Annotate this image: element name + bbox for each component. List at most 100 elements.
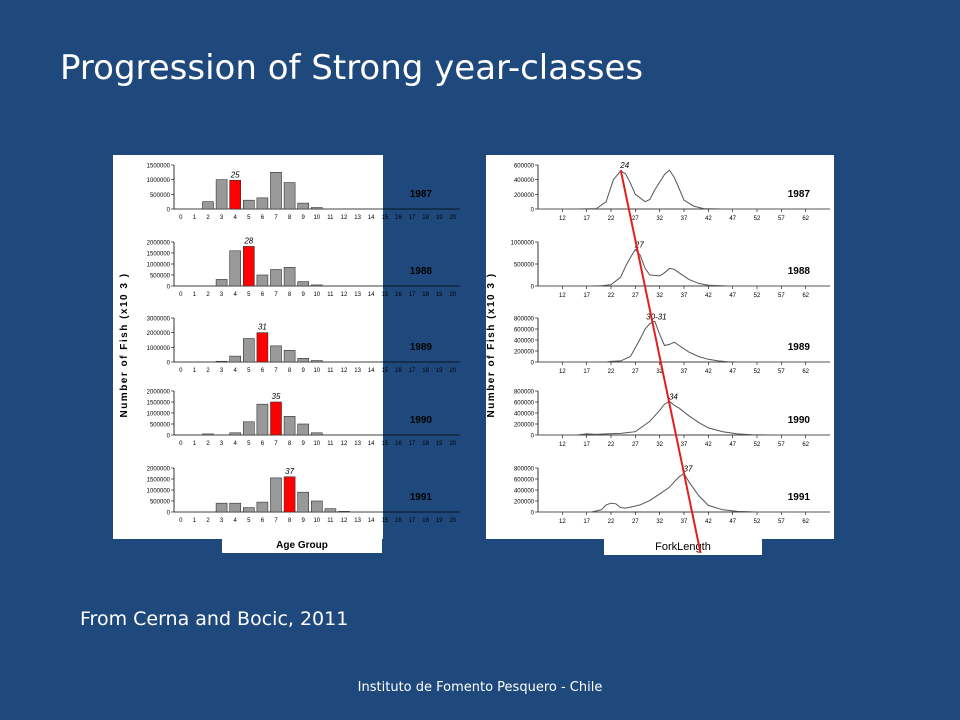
bar (311, 360, 323, 363)
x-tick-label: 32 (656, 442, 663, 448)
x-tick-label: 16 (395, 215, 402, 221)
x-tick-label: 52 (754, 519, 761, 525)
x-tick-label: 9 (302, 368, 306, 374)
x-tick-label: 2 (206, 292, 210, 298)
x-tick-label: 37 (681, 442, 688, 448)
x-tick-label: 57 (778, 216, 785, 222)
y-tick-label: 1500000 (147, 478, 171, 484)
x-tick-label: 15 (381, 368, 388, 374)
x-tick-label: 62 (802, 519, 809, 525)
bar (297, 358, 309, 363)
x-tick-label: 57 (778, 293, 785, 299)
x-tick-label: 17 (583, 369, 590, 375)
bar-highlight (256, 332, 269, 363)
x-tick-label: 8 (288, 292, 292, 298)
x-tick-label: 27 (632, 519, 639, 525)
fork-length-charts: 600000 400000 200000 0 12 17 22 27 32 37 42 47 52 57 6… (511, 161, 830, 525)
x-tick-label: 47 (729, 519, 736, 525)
x-tick-label: 2 (206, 368, 210, 374)
x-tick-label: 15 (381, 292, 388, 298)
y-tick-label: 0 (531, 511, 535, 517)
y-tick-label: 0 (167, 511, 171, 517)
x-tick-label: 20 (449, 292, 456, 298)
x-tick-label: 14 (368, 292, 375, 298)
footer: Instituto de Fomento Pesquero - Chile (357, 680, 603, 695)
x-tick-label: 17 (583, 216, 590, 222)
x-tick-label: 62 (802, 369, 809, 375)
y-tick-label: 600000 (514, 328, 535, 334)
x-tick-label: 12 (341, 292, 348, 298)
bar (283, 267, 296, 287)
length-panel-1989: 800000 600000 400000 200000 0 12 17 22 27 32 37 42 4… (514, 312, 830, 375)
x-tick-label: 10 (313, 518, 320, 524)
peak-label: 30-31 (646, 312, 666, 321)
x-tick-label: 6 (261, 518, 265, 524)
x-tick-label: 3 (220, 215, 224, 221)
x-tick-label: 7 (274, 368, 278, 374)
bar (202, 201, 214, 210)
x-tick-label: 17 (409, 215, 416, 221)
x-tick-label: 27 (632, 442, 639, 448)
x-tick-label: 22 (608, 442, 615, 448)
x-tick-label: 7 (274, 292, 278, 298)
x-tick-label: 19 (436, 368, 443, 374)
y-tick-label: 0 (167, 208, 171, 214)
x-tick-label: 1 (193, 368, 197, 374)
x-tick-label: 8 (288, 518, 292, 524)
x-tick-label: 52 (754, 442, 761, 448)
x-tick-label: 6 (261, 441, 265, 447)
x-tick-label: 32 (656, 216, 663, 222)
year-label: 1990 (410, 415, 433, 426)
y-tick-label: 1000000 (147, 489, 171, 495)
x-tick-label: 18 (422, 215, 429, 221)
x-tick-label: 17 (409, 441, 416, 447)
x-tick-label: 62 (802, 442, 809, 448)
cohort-length-label: 28 (243, 236, 253, 245)
cohort-length-label: 31 (258, 323, 267, 332)
year-label: 1989 (410, 342, 433, 353)
x-tick-label: 16 (395, 441, 402, 447)
y-tick-label: 2000000 (147, 241, 171, 247)
x-tick-label: 22 (608, 293, 615, 299)
year-label: 1991 (788, 492, 811, 503)
x-tick-label: 37 (681, 293, 688, 299)
bar (311, 207, 323, 210)
x-tick-label: 22 (608, 519, 615, 525)
length-frequency-line (538, 169, 830, 210)
x-tick-label: 0 (179, 215, 183, 221)
length-panel-1987: 600000 400000 200000 0 12 17 22 27 32 37 42 47 52 57 6… (514, 161, 830, 222)
y-tick-label: 0 (167, 361, 171, 367)
x-tick-label: 27 (632, 216, 639, 222)
y-tick-label: 1000000 (511, 241, 535, 247)
bar (270, 172, 282, 210)
x-tick-label: 0 (179, 292, 183, 298)
bar-highlight (270, 401, 282, 436)
bar (215, 502, 228, 513)
bar-highlight (229, 179, 241, 210)
x-tick-label: 47 (729, 442, 736, 448)
x-tick-label: 20 (449, 215, 456, 221)
bar (243, 421, 255, 436)
y-tick-label: 1000000 (147, 178, 171, 184)
y-tick-label: 1500000 (147, 401, 171, 407)
x-tick-label: 13 (354, 368, 361, 374)
bar (297, 202, 309, 210)
x-tick-label: 37 (681, 216, 688, 222)
right-xlabel: ForkLength (655, 541, 711, 553)
x-tick-label: 14 (368, 518, 375, 524)
x-tick-label: 12 (559, 442, 566, 448)
x-tick-label: 17 (409, 518, 416, 524)
x-tick-label: 19 (436, 441, 443, 447)
bar (256, 197, 269, 210)
bar (297, 491, 309, 513)
bar (270, 477, 282, 513)
x-tick-label: 62 (802, 216, 809, 222)
slide-title: Progression of Strong year-classes (60, 48, 644, 88)
x-tick-label: 9 (302, 441, 306, 447)
bar (297, 281, 309, 287)
y-tick-label: 500000 (150, 193, 171, 199)
x-tick-label: 57 (778, 519, 785, 525)
